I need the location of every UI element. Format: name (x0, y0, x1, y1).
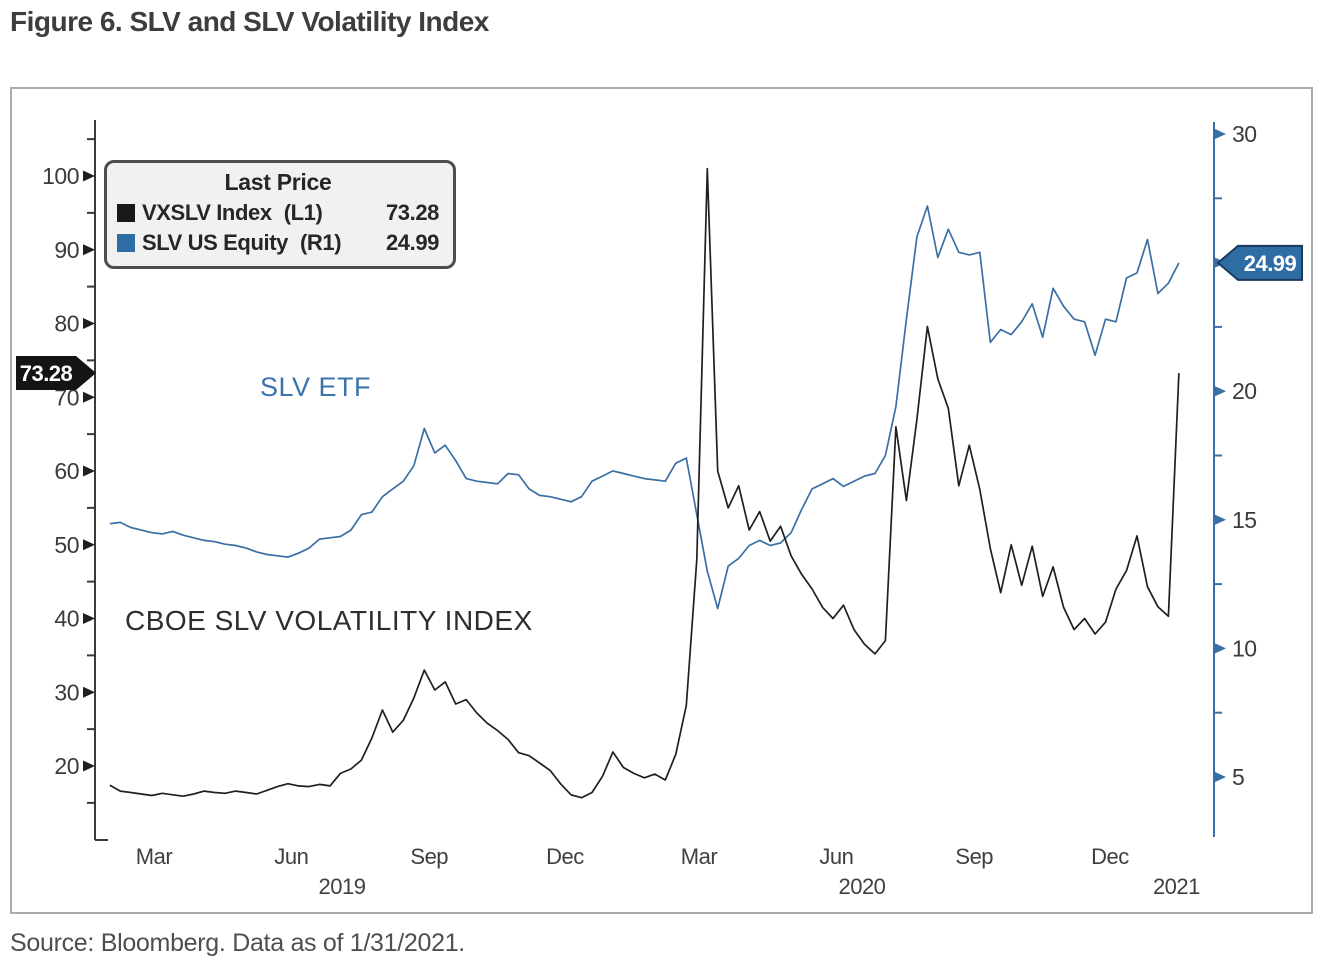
x-month-label: Jun (819, 844, 853, 869)
left-price-tag (16, 356, 96, 391)
left-major-tick (83, 465, 95, 477)
slv-swatch-icon (117, 234, 135, 252)
left-major-tick (83, 318, 95, 329)
legend-axis-ref: (L1) (283, 200, 323, 225)
legend-title: Last Price (224, 169, 332, 195)
right-axis-label: 20 (1232, 378, 1257, 404)
right-major-tick (1214, 128, 1226, 140)
x-month-label: Jun (274, 844, 308, 869)
x-month-label: Dec (1091, 844, 1129, 869)
left-axis-label: 20 (54, 753, 79, 779)
x-month-label: Dec (546, 844, 584, 869)
left-major-tick (83, 244, 95, 256)
slv-etf-annotation: SLV ETF (260, 372, 372, 402)
left-major-tick (83, 170, 95, 182)
x-month-label: Mar (681, 844, 718, 869)
chart-container: 203040506070809010051015202530MarJunSepD… (10, 87, 1313, 914)
right-major-tick (1214, 385, 1226, 397)
legend-label: VXSLV Index (142, 200, 272, 225)
left-axis-label: 90 (54, 237, 79, 263)
vxslv-annotation: CBOE SLV VOLATILITY INDEX (125, 605, 533, 636)
slv-line (109, 205, 1180, 610)
left-axis-label: 50 (54, 532, 79, 558)
right-major-tick (1214, 514, 1226, 526)
x-month-label: Sep (955, 844, 993, 869)
legend-value: 73.28 (385, 200, 439, 225)
left-major-tick (83, 760, 95, 772)
x-month-label: Mar (136, 844, 173, 869)
left-axis-label: 30 (54, 679, 79, 705)
right-major-tick (1214, 642, 1226, 654)
left-axis-label: 100 (42, 163, 79, 189)
legend-item-vxslv: VXSLV Index (L1) 73.28 (117, 198, 439, 228)
left-axis-label: 40 (54, 606, 79, 632)
left-major-tick (83, 613, 95, 624)
vxslv-line (109, 167, 1180, 799)
legend-label: SLV US Equity (142, 230, 288, 255)
x-year-label: 2020 (838, 874, 885, 899)
right-axis-label: 30 (1232, 121, 1257, 147)
x-year-label: 2019 (319, 874, 366, 899)
left-price-tag-text: 73.28 (20, 361, 73, 386)
left-major-tick (83, 391, 95, 403)
right-price-tag (1216, 244, 1303, 281)
x-month-label: Sep (410, 844, 448, 869)
legend-item-slv: SLV US Equity (R1) 24.99 (117, 228, 439, 258)
right-price-tag-text: 24.99 (1244, 251, 1297, 276)
vxslv-swatch-icon (117, 204, 135, 222)
legend-axis-ref: (R1) (299, 230, 342, 255)
left-major-tick (83, 686, 95, 698)
right-major-tick (1214, 771, 1226, 783)
source-caption: Source: Bloomberg. Data as of 1/31/2021. (10, 929, 465, 957)
x-year-label: 2021 (1153, 874, 1200, 899)
left-axis-label: 80 (54, 311, 79, 337)
left-axis-label: 60 (54, 458, 79, 484)
right-axis-label: 10 (1232, 635, 1257, 661)
left-major-tick (83, 539, 95, 551)
right-axis-label: 15 (1232, 507, 1257, 533)
right-axis-label: 5 (1232, 764, 1244, 790)
legend: Last Price VXSLV Index (L1) 73.28 SLV US… (104, 160, 456, 269)
chart-plot-area: 203040506070809010051015202530MarJunSepD… (16, 120, 1303, 899)
legend-value: 24.99 (385, 230, 439, 255)
figure-title: Figure 6. SLV and SLV Volatility Index (10, 6, 489, 37)
